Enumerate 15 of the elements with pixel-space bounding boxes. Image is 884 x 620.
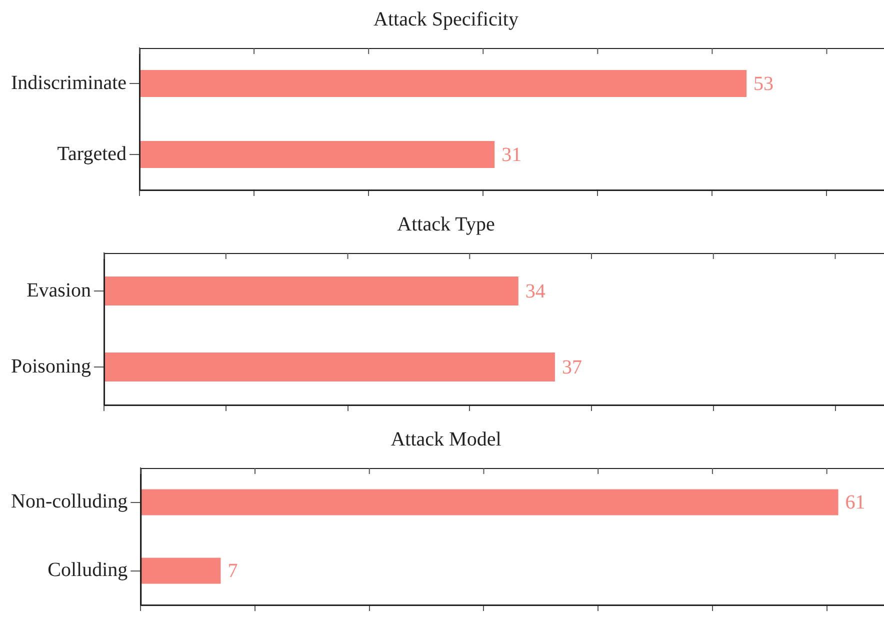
chart-title: Attack Model (390, 428, 502, 450)
data-label: 34 (525, 280, 546, 302)
y-tick-label: Non-colluding (10, 490, 128, 512)
y-tick-label: Targeted (57, 142, 127, 165)
chart-title: Attack Specificity (374, 8, 518, 30)
data-label: 61 (845, 492, 866, 514)
y-tick-label: Poisoning (10, 355, 92, 378)
y-tick-label: Colluding (48, 559, 128, 581)
y-tick-label: Evasion (26, 279, 92, 302)
y-tick-label: Indiscriminate (10, 72, 127, 94)
data-label: 53 (754, 72, 774, 95)
data-label: 31 (502, 144, 522, 166)
chart-title: Attack Type (397, 213, 495, 236)
data-label: 7 (228, 560, 238, 582)
data-label: 37 (562, 356, 582, 378)
